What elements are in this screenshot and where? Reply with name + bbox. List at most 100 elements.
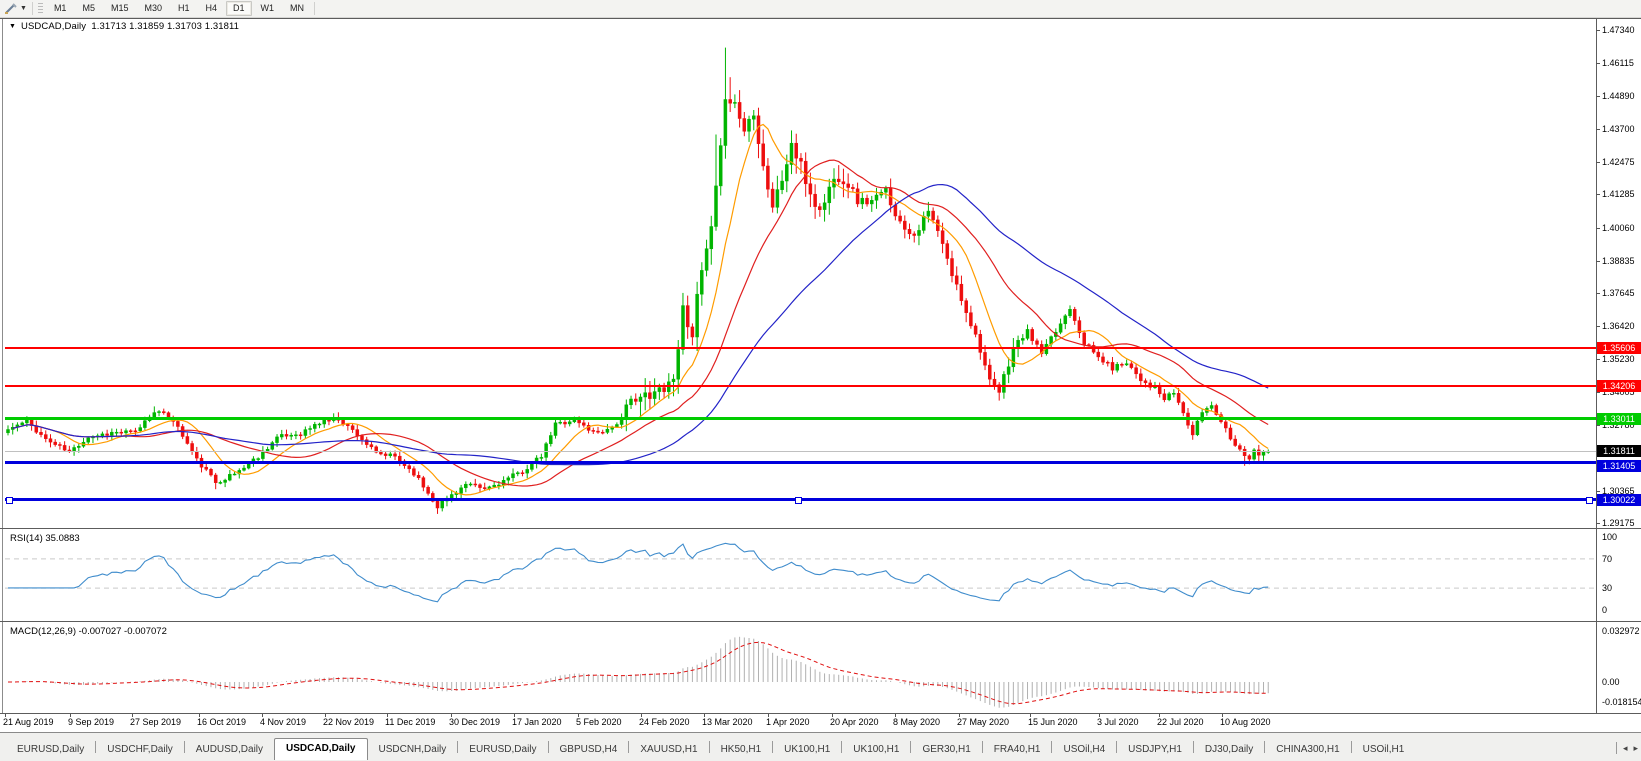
horizontal-line-1.35606[interactable] — [5, 347, 1596, 349]
date-tick-mark — [1159, 714, 1160, 717]
price-tick-mark — [1596, 30, 1600, 31]
date-label: 1 Apr 2020 — [766, 717, 810, 727]
chart-tab-UK100-H1[interactable]: UK100,H1 — [853, 744, 900, 755]
chart-title: ▼ USDCAD,Daily 1.31713 1.31859 1.31703 1.… — [9, 21, 239, 32]
price-axis[interactable]: 1.47340 1.46115 1.44890 1.43700 1.42475 1.412… — [1596, 19, 1641, 713]
tab-separator — [1116, 741, 1118, 753]
timeframe-button-M5[interactable]: M5 — [82, 3, 95, 13]
price-tick-mark — [1596, 522, 1600, 524]
chart-tab-EURUSD-Daily[interactable]: EURUSD,Daily — [17, 744, 85, 755]
date-tick-mark — [959, 714, 960, 717]
date-tick-mark — [70, 714, 71, 717]
date-tick-mark — [641, 714, 642, 717]
date-label: 8 May 2020 — [893, 717, 941, 727]
rsi-chart[interactable] — [5, 529, 1596, 620]
date-label: 16 Oct 2019 — [197, 717, 247, 727]
price-tick-mark — [1596, 63, 1600, 65]
timeframe-button-M30[interactable]: M30 — [144, 3, 162, 13]
chart-tab-GER30-H1[interactable]: GER30,H1 — [922, 744, 971, 755]
draw-tool-caret-icon[interactable]: ▼ — [20, 5, 27, 12]
chart-tab-DJ30-Daily[interactable]: DJ30,Daily — [1204, 744, 1254, 755]
date-label: 22 Jul 2020 — [1157, 717, 1204, 727]
price-tick-mark — [1596, 260, 1600, 262]
horizontal-line-1.33011[interactable] — [5, 417, 1596, 420]
line-selection-handle-center[interactable] — [795, 497, 802, 504]
rsi-scale-label: 0 — [1602, 605, 1608, 615]
date-label: 27 Sep 2019 — [130, 717, 182, 727]
date-tick-mark — [387, 714, 388, 717]
chart-tab-AUDUSD-Daily[interactable]: AUDUSD,Daily — [195, 744, 264, 755]
macd-label: MACD(12,26,9) -0.007027 -0.007072 — [10, 626, 167, 637]
toolbar-grip[interactable] — [37, 2, 43, 15]
chart-tab-bar: EURUSD,Daily USDCHF,Daily AUDUSD,Daily USDC… — [0, 732, 1641, 761]
tab-separator — [708, 741, 710, 753]
macd-chart[interactable] — [5, 622, 1596, 713]
timeframe-button-M15[interactable]: M15 — [110, 3, 129, 13]
timeframe-button-H4[interactable]: H4 — [205, 3, 218, 13]
date-label: 10 Aug 2020 — [1220, 717, 1271, 727]
price-badge-1.34206: 1.34206 — [1597, 380, 1641, 393]
horizontal-line-1.34206[interactable] — [5, 385, 1596, 387]
date-tick-mark — [895, 714, 896, 717]
chart-tab-USDCNH-Daily[interactable]: USDCNH,Daily — [378, 744, 447, 755]
chart-tab-FRA40-H1[interactable]: FRA40,H1 — [993, 744, 1041, 755]
macd-panel-divider[interactable] — [0, 621, 1641, 622]
timeframe-button-D1[interactable]: D1 — [226, 1, 252, 16]
price-tick-label: 1.42475 — [1602, 157, 1635, 168]
price-tick-label: 1.37645 — [1602, 288, 1635, 299]
chart-tab-USDCHF-Daily[interactable]: USDCHF,Daily — [107, 744, 173, 755]
collapse-arrow-icon[interactable]: ▼ — [9, 23, 17, 30]
date-tick-mark — [132, 714, 133, 717]
chart-ohlc-values: 1.31713 1.31859 1.31703 1.31811 — [91, 21, 240, 32]
chart-tab-HK50-H1[interactable]: HK50,H1 — [720, 744, 762, 755]
chart-window-left-border — [2, 19, 3, 730]
price-tick-label: 1.32780 — [1602, 420, 1635, 431]
date-tick-mark — [1099, 714, 1100, 717]
timeframe-button-W1[interactable]: W1 — [260, 3, 275, 13]
price-chart[interactable] — [5, 19, 1596, 528]
chart-tab-USDJPY-H1[interactable]: USDJPY,H1 — [1128, 744, 1182, 755]
price-tick-mark — [1596, 358, 1600, 360]
chart-tab-XAUUSD-H1[interactable]: XAUUSD,H1 — [640, 744, 698, 755]
date-label: 15 Jun 2020 — [1028, 717, 1078, 727]
date-label: 13 Mar 2020 — [702, 717, 753, 727]
chart-window-top-border — [0, 18, 1641, 19]
rsi-scale-label: 70 — [1602, 553, 1613, 564]
chart-tab-EURUSD-Daily[interactable]: EURUSD,Daily — [469, 744, 537, 755]
toolbar-separator — [314, 2, 316, 15]
date-tick-mark — [199, 714, 200, 717]
price-axis-line — [1596, 19, 1597, 713]
date-label: 9 Sep 2019 — [68, 717, 115, 727]
bid-price-line — [5, 451, 1596, 452]
tabs-scroll-left-button[interactable]: ◂ — [1622, 742, 1628, 753]
draw-tool-icon[interactable] — [2, 2, 20, 15]
tab-separator — [772, 741, 774, 753]
date-label: 21 Aug 2019 — [3, 717, 54, 727]
timeframe-button-H1[interactable]: H1 — [178, 3, 190, 13]
price-tick-mark — [1596, 490, 1600, 492]
chart-tab-USDCAD-Daily[interactable]: USDCAD,Daily — [274, 738, 368, 760]
chart-tab-UK100-H1[interactable]: UK100,H1 — [784, 744, 831, 755]
date-tick-mark — [262, 714, 263, 717]
timeframe-button-MN[interactable]: MN — [290, 3, 305, 13]
date-tick-mark — [1030, 714, 1031, 717]
rsi-scale-label: 100 — [1602, 532, 1618, 542]
line-selection-handle-left[interactable] — [6, 497, 13, 504]
chart-tab-USOil-H4[interactable]: USOil,H4 — [1063, 744, 1106, 755]
timeframe-button-M1[interactable]: M1 — [53, 3, 67, 13]
date-label: 30 Dec 2019 — [449, 717, 501, 727]
price-tick-mark — [1596, 96, 1600, 98]
chart-tab-USOil-H1[interactable]: USOil,H1 — [1362, 744, 1405, 755]
date-axis[interactable]: 21 Aug 2019 9 Sep 2019 27 Sep 2019 16 Oct 2… — [0, 714, 1641, 731]
line-selection-handle-right[interactable] — [1586, 497, 1593, 504]
tab-separator — [981, 741, 983, 753]
tab-separator — [95, 741, 97, 753]
horizontal-line-1.31405[interactable] — [5, 461, 1596, 464]
tabs-scroll-right-button[interactable]: ▸ — [1633, 742, 1638, 753]
chart-tab-CHINA300-H1[interactable]: CHINA300,H1 — [1276, 744, 1340, 755]
rsi-panel-divider[interactable] — [0, 528, 1641, 529]
price-tick-mark — [1596, 194, 1600, 196]
date-label: 11 Dec 2019 — [385, 717, 436, 727]
chart-tab-GBPUSD-H4[interactable]: GBPUSD,H4 — [559, 744, 618, 755]
date-label: 20 Apr 2020 — [830, 717, 879, 727]
